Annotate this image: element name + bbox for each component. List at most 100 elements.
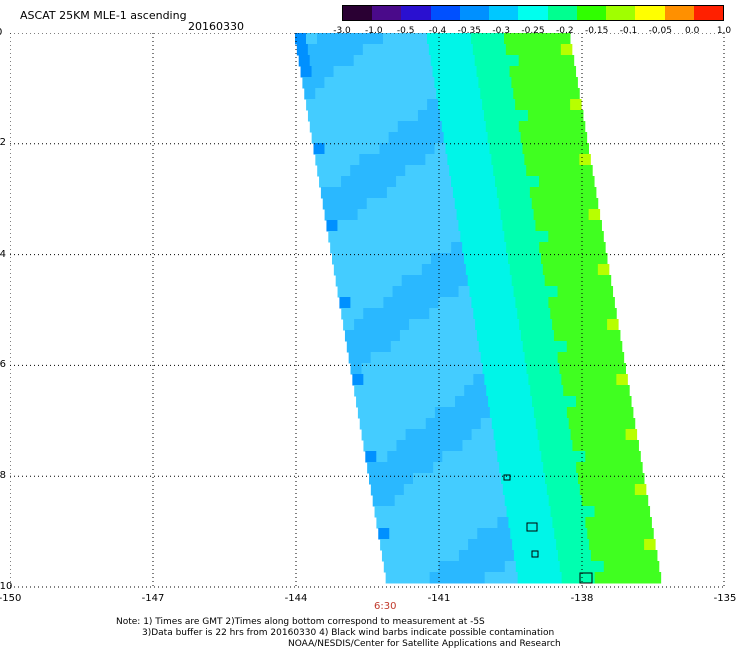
swath-cell: [355, 66, 368, 78]
swath-cell: [476, 330, 489, 342]
swath-cell: [537, 33, 549, 45]
swath-cell: [366, 264, 379, 276]
swath-cell: [458, 286, 471, 298]
swath-cell: [331, 55, 344, 67]
swath-cell: [532, 528, 544, 540]
swath-cell: [421, 66, 434, 78]
swath-cell: [490, 473, 502, 485]
swath-cell: [494, 110, 507, 122]
swath-cell: [517, 374, 529, 386]
swath-cell: [372, 231, 384, 243]
swath-cell: [443, 198, 456, 210]
swath-cell: [464, 253, 476, 265]
swath-cell: [355, 132, 368, 144]
swath-cell: [543, 396, 555, 408]
swath-cell: [605, 440, 617, 452]
swath-cell: [439, 110, 452, 122]
swath-cell: [335, 143, 347, 155]
swath-cell: [513, 220, 525, 232]
swath-cell: [467, 407, 480, 419]
lat-label-4: -4: [0, 249, 6, 260]
swath-cell: [400, 462, 412, 474]
swath-cell: [598, 396, 610, 408]
swath-cell: [504, 495, 517, 507]
swath-cell: [629, 451, 641, 463]
swath-cell: [402, 539, 414, 551]
swath-cell: [522, 341, 535, 353]
swath-cell: [440, 440, 452, 452]
swath-cell: [546, 550, 559, 562]
swath-cell: [597, 264, 610, 276]
swath-cell: [537, 561, 550, 573]
swath-cell: [409, 319, 421, 331]
swath-cell: [313, 143, 325, 155]
colorbar-tick-label: -0.35: [457, 26, 481, 36]
swath-cell: [344, 132, 357, 144]
swath-cell: [570, 561, 583, 573]
swath-cell: [548, 495, 561, 507]
swath-cell: [592, 297, 604, 309]
swath-cell: [499, 462, 511, 474]
swath-cell: [317, 165, 329, 177]
swath-cell: [350, 33, 362, 45]
swath-cell: [398, 451, 410, 463]
swath-cell: [515, 33, 527, 45]
swath-cell: [596, 451, 608, 463]
swath-cell: [576, 462, 588, 474]
swath-cell: [599, 275, 612, 287]
swath-cell: [324, 77, 336, 89]
swath-cell: [491, 286, 504, 298]
swath-cell: [469, 88, 481, 100]
swath-cell: [480, 550, 493, 562]
swath-cell: [394, 363, 406, 375]
swath-cell: [598, 462, 610, 474]
swath-cell: [421, 330, 434, 342]
swath-cell: [612, 418, 625, 430]
swath-cell: [340, 44, 353, 56]
swath-cell: [487, 66, 500, 78]
swath-cell: [605, 506, 618, 518]
swath-cell: [368, 275, 381, 287]
swath-cell: [396, 572, 409, 584]
swath-cell: [524, 352, 537, 364]
swath-cell: [413, 539, 425, 551]
swath-cell: [339, 297, 351, 309]
swath-cell: [377, 330, 390, 342]
swath-cell: [326, 154, 338, 166]
swath-cell: [475, 385, 487, 397]
swath-cell: [381, 418, 394, 430]
swath-cell: [519, 385, 531, 397]
swath-cell: [350, 231, 362, 243]
swath-cell: [513, 352, 526, 364]
swath-cell: [467, 143, 479, 155]
swath-cell: [535, 352, 548, 364]
swath-cell: [370, 154, 382, 166]
swath-cell: [534, 539, 546, 551]
swath-cell: [487, 198, 500, 210]
swath-cell: [368, 341, 381, 353]
swath-cell: [420, 451, 432, 463]
swath-cell: [473, 308, 485, 320]
swath-cell: [504, 297, 516, 309]
swath-cell: [434, 77, 446, 89]
colorbar-tick-label: 0.0: [684, 26, 700, 36]
swath-cell: [464, 451, 476, 463]
swath-cell: [527, 44, 540, 56]
swath-cell: [392, 286, 405, 298]
swath-cell: [451, 440, 463, 452]
swath-cell: [561, 176, 573, 188]
swath-cell: [394, 495, 407, 507]
swath-cell: [359, 88, 371, 100]
swath-cell: [596, 385, 608, 397]
swath-cell: [594, 440, 606, 452]
swath-cell: [552, 385, 564, 397]
swath-cell: [495, 242, 507, 254]
swath-cell: [456, 341, 469, 353]
swath-cell: [353, 55, 366, 67]
swath-cell: [455, 396, 467, 408]
swath-cell: [408, 121, 421, 133]
swath-cell: [473, 242, 485, 254]
swath-cell: [387, 517, 399, 529]
swath-cell: [348, 88, 360, 100]
swath-cell: [472, 110, 485, 122]
